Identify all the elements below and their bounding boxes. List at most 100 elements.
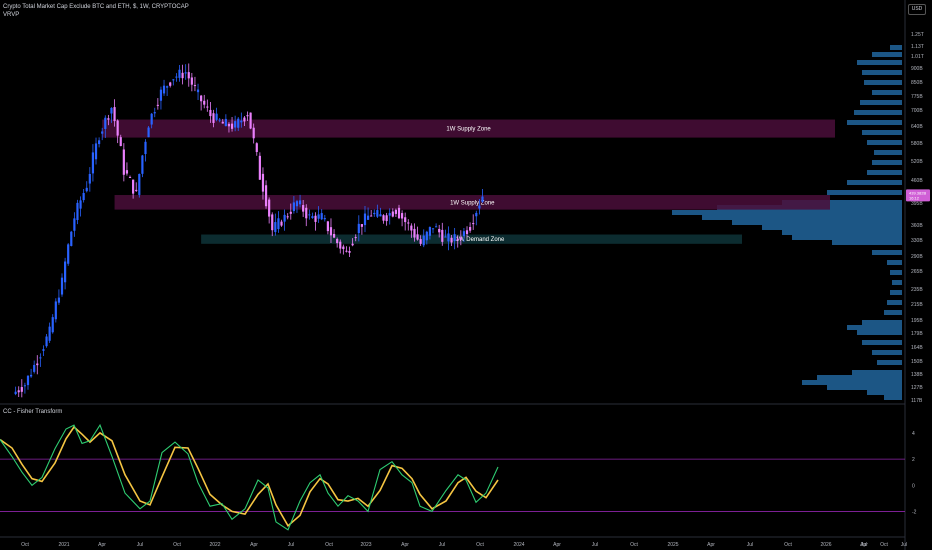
fisher-trigger-line (0, 425, 499, 528)
candle-body (175, 76, 178, 78)
candle-body (162, 85, 166, 94)
candle-body (150, 113, 153, 125)
candle-body (382, 215, 385, 221)
volume-profile-bar (867, 140, 902, 145)
candle-body (33, 364, 36, 372)
volume-profile-bar (872, 350, 902, 355)
candle-body (178, 69, 181, 78)
fisher-line (0, 423, 499, 531)
fisher-tick: 2 (912, 457, 915, 463)
price-tick: 1.01T (911, 54, 924, 60)
zone-label: 1W Demand Zone (456, 237, 505, 243)
volume-profile (672, 45, 902, 400)
candle-body (187, 72, 190, 79)
candle-body (416, 234, 419, 240)
time-tick: Jul (747, 542, 753, 548)
candle-body (295, 201, 299, 207)
price-tick: 127B (911, 385, 923, 391)
candle-body (218, 119, 221, 121)
candle-body (45, 336, 48, 347)
candle-body (36, 363, 39, 366)
indicator-label[interactable]: VRVP (3, 12, 20, 18)
time-tick: Jul (861, 542, 867, 548)
candle-body (209, 109, 212, 117)
price-tick: 215B (911, 302, 923, 308)
volume-profile-bar (827, 385, 902, 390)
price-tick: 1.25T (911, 32, 924, 38)
candle-body (48, 326, 51, 341)
candle-body (85, 187, 88, 192)
candle-body (456, 238, 459, 241)
volume-profile-bar (832, 240, 902, 245)
candle-body (70, 231, 73, 246)
candle-body (428, 227, 432, 236)
time-tick: 2021 (58, 542, 69, 548)
candle-body (29, 374, 33, 377)
candle-body (345, 250, 348, 252)
candle-body (215, 113, 218, 120)
candle-body (88, 173, 91, 184)
candle-body (107, 118, 110, 120)
candle-body (79, 200, 82, 209)
candle-body (308, 214, 311, 216)
candle-body (317, 214, 320, 219)
candle-body (391, 211, 394, 217)
candle-body (206, 106, 209, 108)
candle-body (212, 113, 215, 123)
time-tick: Apr (98, 542, 106, 548)
candle-body (459, 237, 462, 240)
candle-body (422, 235, 425, 246)
candle-body (138, 173, 141, 195)
candle-body (453, 234, 456, 242)
fisher-pane: 4 2 0 -2 (0, 423, 917, 531)
time-tick: Oct (173, 542, 181, 548)
volume-profile-bar (867, 170, 902, 175)
time-tick: Apr (707, 542, 715, 548)
candle-body (320, 213, 323, 220)
candle-body (67, 244, 70, 264)
time-tick: Apr (553, 542, 561, 548)
candle-body (472, 223, 475, 225)
candle-body (360, 224, 363, 227)
candle-body (462, 231, 466, 237)
candle-body (425, 231, 428, 241)
candle-body (144, 141, 147, 155)
candle-body (465, 230, 469, 234)
candle-body (431, 228, 435, 230)
price-tick: 775B (911, 94, 923, 100)
candle-body (221, 121, 224, 124)
candle-body (444, 236, 447, 238)
candle-body (357, 223, 360, 234)
candle-body (94, 143, 98, 160)
candle-body (57, 297, 61, 303)
volume-profile-bar (817, 375, 902, 380)
candle-body (113, 107, 116, 122)
volume-profile-bar (802, 380, 902, 385)
volume-profile-bar (864, 80, 902, 85)
candle-body (169, 82, 172, 86)
volume-profile-bar (847, 325, 902, 330)
time-tick: Oct (784, 542, 792, 548)
price-tick: 520B (911, 159, 923, 165)
zone-demand (201, 234, 743, 244)
time-tick: Jul (592, 542, 598, 548)
volume-profile-bar (877, 360, 902, 365)
candle-body (475, 212, 478, 217)
price-tick: 1.13T (911, 44, 924, 50)
candle-body (227, 123, 231, 127)
volume-profile-bar (867, 390, 902, 395)
candle-body (234, 121, 237, 128)
candle-body (23, 385, 27, 387)
volume-profile-bar (860, 100, 902, 105)
candle-body (407, 222, 410, 224)
price-tick: 700B (911, 108, 923, 114)
candle-body (101, 131, 104, 134)
candle-body (224, 118, 227, 127)
price-tick: 395B (911, 201, 923, 207)
candle-body (351, 243, 354, 246)
currency-button[interactable]: USD (908, 4, 926, 15)
candle-body (119, 137, 122, 147)
candle-body (153, 112, 156, 114)
candle-body (298, 200, 302, 205)
candle-body (26, 375, 30, 386)
